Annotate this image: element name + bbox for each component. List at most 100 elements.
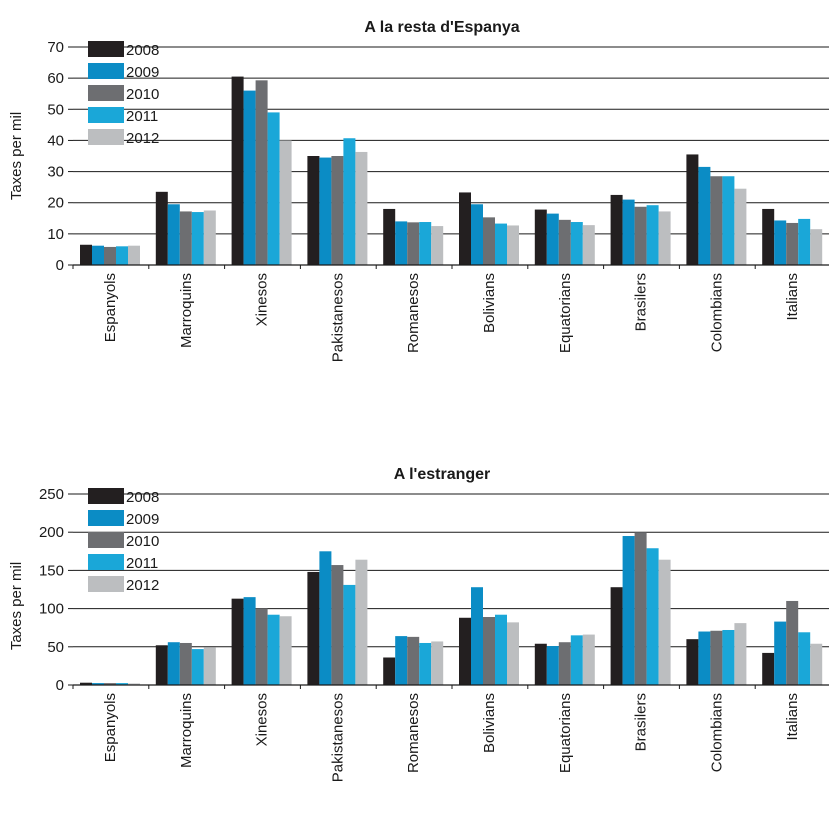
legend: 2008 2009 2010 2011 2012 xyxy=(88,41,159,147)
category-label: Romanesos xyxy=(405,273,422,353)
legend-swatch xyxy=(88,488,124,504)
bar xyxy=(698,166,711,265)
bar xyxy=(231,598,244,685)
legend-swatch xyxy=(88,63,124,79)
legend-label: 2012 xyxy=(126,577,159,594)
legend-swatch xyxy=(88,554,124,570)
category-label: Romanesos xyxy=(405,693,422,773)
bar xyxy=(786,222,799,265)
bar xyxy=(116,246,128,265)
bar xyxy=(343,584,356,685)
category-label: Brasilers xyxy=(633,693,650,751)
bar xyxy=(92,245,104,265)
legend-label: 2008 xyxy=(126,42,159,59)
y-tick-label: 30 xyxy=(47,164,64,181)
category-label: Xinesos xyxy=(254,273,271,326)
category-label: Bolivians xyxy=(481,693,498,753)
legend-label: 2008 xyxy=(126,489,159,506)
bar xyxy=(179,642,192,685)
legend-label: 2009 xyxy=(126,511,159,528)
category-label: Italians xyxy=(784,273,801,321)
legend-swatch xyxy=(88,129,124,145)
bar xyxy=(355,151,368,265)
legend-label: 2010 xyxy=(126,86,159,103)
bar xyxy=(395,221,408,265)
y-tick-label: 50 xyxy=(47,101,64,118)
bar xyxy=(155,191,168,265)
y-tick-label: 0 xyxy=(56,257,64,274)
bar xyxy=(383,657,396,685)
bar xyxy=(179,211,192,265)
bar xyxy=(407,636,420,685)
category-labels: Espanyols Marroquins Xinesos Pakistanesos Ro… xyxy=(72,685,801,782)
legend-label: 2012 xyxy=(126,130,159,147)
bar xyxy=(255,608,268,685)
bar xyxy=(267,112,280,266)
category-label: Colombians xyxy=(708,693,725,772)
bar xyxy=(558,219,571,265)
legend: 2008 2009 2010 2011 2012 xyxy=(88,488,159,594)
bar xyxy=(570,635,583,685)
bar xyxy=(734,188,747,265)
bar xyxy=(267,614,280,685)
gridlines xyxy=(68,493,829,686)
bar xyxy=(798,632,811,685)
legend-swatch xyxy=(88,107,124,123)
bar xyxy=(167,204,180,265)
bar xyxy=(191,649,204,685)
category-label: Equatorians xyxy=(557,693,574,773)
bar xyxy=(343,138,356,265)
bar xyxy=(534,643,547,685)
legend-swatch xyxy=(88,532,124,548)
y-tick-label: 40 xyxy=(47,132,64,149)
bar xyxy=(471,204,483,265)
bar xyxy=(355,559,368,685)
y-tick-label: 10 xyxy=(47,226,64,243)
legend-swatch xyxy=(88,41,124,57)
bar xyxy=(128,683,140,685)
bar xyxy=(634,532,647,685)
y-tick-labels: 0 50 100 150 200 250 xyxy=(39,486,64,694)
bar xyxy=(383,208,396,265)
category-label: Marroquins xyxy=(178,273,195,348)
bar xyxy=(243,597,256,685)
legend-swatch xyxy=(88,85,124,101)
category-label: Colombians xyxy=(708,273,725,352)
bar xyxy=(167,642,180,685)
legend-label: 2011 xyxy=(126,108,158,125)
y-tick-label: 20 xyxy=(47,195,64,212)
bar xyxy=(319,551,332,685)
bar xyxy=(495,614,507,685)
y-axis-label: Taxes per mil xyxy=(8,562,25,650)
bar xyxy=(407,222,420,265)
bar xyxy=(582,634,595,685)
bar xyxy=(710,176,723,265)
bar xyxy=(243,90,256,265)
bar xyxy=(546,646,559,685)
bar xyxy=(255,80,268,265)
bar xyxy=(534,209,547,265)
bar xyxy=(307,571,320,685)
bar xyxy=(722,176,735,265)
bar xyxy=(431,226,444,265)
y-tick-label: 0 xyxy=(56,677,64,694)
bar xyxy=(698,631,711,685)
bar xyxy=(570,222,583,265)
bar xyxy=(155,645,168,685)
bar xyxy=(80,244,92,265)
y-tick-label: 50 xyxy=(47,639,64,656)
category-label: Xinesos xyxy=(254,693,271,746)
bar xyxy=(686,154,699,265)
bar xyxy=(459,192,471,265)
bar xyxy=(762,652,775,685)
bar xyxy=(483,617,495,685)
bar xyxy=(507,225,519,265)
bars xyxy=(80,76,823,266)
legend-swatch xyxy=(88,576,124,592)
chart-resta-espanya: A la resta d'Espanya Taxes per mil 0 10 20… xyxy=(8,19,829,362)
bar xyxy=(646,205,659,265)
bar xyxy=(582,225,595,265)
category-label: Espanyols xyxy=(102,693,119,762)
category-label: Equatorians xyxy=(557,273,574,353)
bar xyxy=(610,587,623,685)
